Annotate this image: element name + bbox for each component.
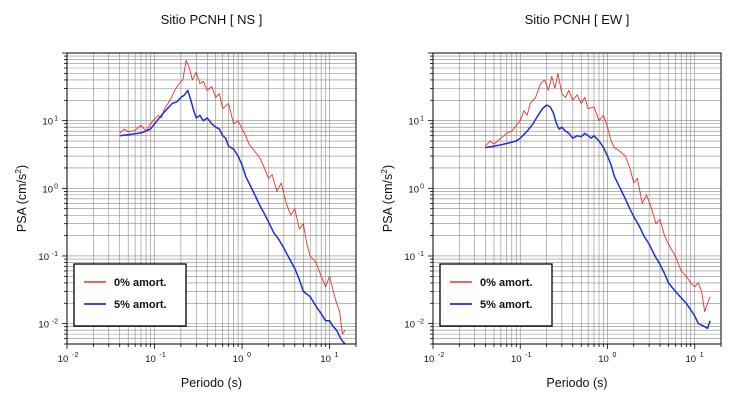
legend-box xyxy=(439,263,553,327)
y-tick-exponent: 1 xyxy=(54,116,58,123)
x-tick-exponent: 0 xyxy=(247,352,251,359)
y-tick-exponent: 0 xyxy=(54,183,58,190)
y-axis-label: PSA (cm/s2) xyxy=(13,165,29,232)
x-tick-exponent: -1 xyxy=(160,352,166,359)
y-tick-exponent: -2 xyxy=(418,319,424,326)
y-tick-exponent: -1 xyxy=(418,251,424,258)
y-axis-label-sup: 2 xyxy=(379,169,389,174)
y-axis-label-end: ) xyxy=(381,165,395,169)
y-tick-label: 10 xyxy=(404,252,415,263)
y-tick-label: 10 xyxy=(38,252,49,263)
x-tick-exponent: -2 xyxy=(438,352,444,359)
legend: 0% amort. 5% amort. xyxy=(73,263,187,327)
y-axis-label-sup: 2 xyxy=(13,169,23,174)
chart-title: Sitio PCNH [ EW ] xyxy=(525,12,630,27)
y-tick-label: 10 xyxy=(42,117,53,128)
x-tick-exponent: -1 xyxy=(525,352,531,359)
y-tick-exponent: -1 xyxy=(52,251,58,258)
x-tick-label: 10 xyxy=(145,354,156,365)
y-tick-exponent: 0 xyxy=(420,183,424,190)
legend-label-1: 5% amort. xyxy=(480,299,533,311)
y-tick-label: 10 xyxy=(408,184,419,195)
x-tick-label: 10 xyxy=(58,354,69,365)
legend-label-0: 0% amort. xyxy=(480,277,533,289)
tick-marks xyxy=(428,52,722,349)
legend: 0% amort. 5% amort. xyxy=(439,263,553,327)
x-axis-label: Periodo (s) xyxy=(546,376,607,390)
legend-label-1: 5% amort. xyxy=(114,299,167,311)
tick-marks xyxy=(62,52,357,349)
x-tick-exponent: -2 xyxy=(72,352,78,359)
series-line-0 xyxy=(485,72,711,313)
legend-label-0: 0% amort. xyxy=(114,277,167,289)
y-axis-label-main: PSA (cm/s xyxy=(15,174,29,232)
x-tick-label: 10 xyxy=(598,354,609,365)
y-tick-label: 10 xyxy=(408,117,419,128)
x-tick-exponent: 1 xyxy=(700,352,704,359)
x-tick-label: 10 xyxy=(424,354,435,365)
x-tick-exponent: 0 xyxy=(612,352,616,359)
x-axis-label: Periodo (s) xyxy=(181,376,242,390)
series-line-0 xyxy=(119,59,346,335)
x-tick-label: 10 xyxy=(320,354,331,365)
x-tick-label: 10 xyxy=(233,354,244,365)
x-tick-label: 10 xyxy=(511,354,522,365)
y-tick-label: 10 xyxy=(42,184,53,195)
y-tick-label: 10 xyxy=(404,320,415,331)
series-line-1 xyxy=(485,104,711,330)
y-tick-exponent: -2 xyxy=(52,319,58,326)
y-axis-label: PSA (cm/s2) xyxy=(379,165,395,232)
x-tick-label: 10 xyxy=(685,354,696,365)
x-tick-exponent: 1 xyxy=(335,352,339,359)
chart-title: Sitio PCNH [ NS ] xyxy=(161,12,263,27)
series-line-1 xyxy=(119,89,346,345)
y-axis-label-main: PSA (cm/s xyxy=(381,174,395,232)
y-axis-label-end: ) xyxy=(15,165,29,169)
y-tick-label: 10 xyxy=(38,320,49,331)
y-tick-exponent: 1 xyxy=(420,116,424,123)
legend-box xyxy=(73,263,187,327)
